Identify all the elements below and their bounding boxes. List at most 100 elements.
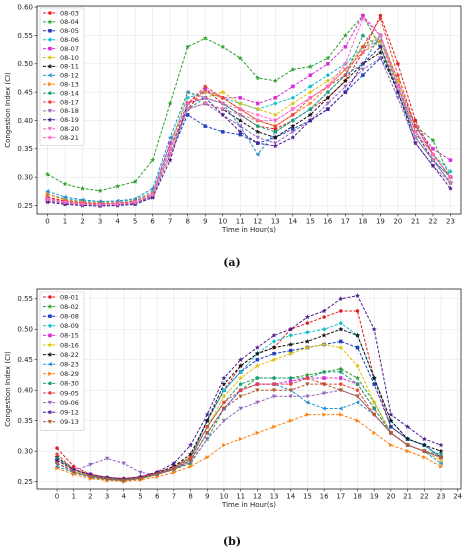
series-line [47, 14, 451, 206]
legend-marker [48, 314, 52, 318]
legend-label: 08-20 [60, 125, 79, 133]
legend-marker [47, 117, 53, 123]
y-tick-label: 0.40 [17, 117, 33, 125]
data-point [305, 321, 310, 325]
data-point [307, 112, 313, 118]
data-point [272, 382, 276, 386]
data-point [88, 462, 93, 467]
x-tick-label: 4 [122, 493, 127, 501]
legend-marker [47, 54, 53, 60]
x-tick-label: 15 [306, 218, 315, 226]
x-tick-label: 1 [71, 493, 75, 501]
data-point [308, 101, 313, 106]
data-point [238, 356, 244, 362]
data-point [254, 363, 260, 369]
data-point [185, 95, 190, 101]
data-point [405, 449, 410, 454]
legend-item: 08-23 [43, 361, 79, 369]
data-point [205, 431, 210, 436]
legend-label: 08-29 [60, 370, 79, 378]
data-point [220, 130, 225, 134]
data-point [422, 449, 427, 454]
series-line [56, 371, 442, 481]
data-point [167, 135, 172, 140]
x-tick-label: 13 [271, 218, 280, 226]
plot-frame [36, 5, 462, 215]
data-point [237, 55, 243, 61]
x-tick-label: 3 [105, 493, 109, 501]
data-point [305, 330, 310, 335]
series-line [47, 17, 451, 205]
data-point [187, 442, 194, 448]
legend-label: 08-01 [60, 293, 79, 301]
legend-marker [48, 46, 52, 51]
x-tick-label: 13 [270, 493, 279, 501]
data-point [307, 63, 313, 69]
legend-item: 08-07 [43, 45, 79, 53]
legend-label: 08-10 [60, 54, 79, 62]
data-point [339, 412, 344, 417]
legend-marker [48, 82, 53, 87]
data-point [104, 477, 110, 482]
y-axis-label: Congestion Index (CI) [4, 72, 12, 148]
data-point [338, 326, 344, 332]
x-tick-label: 21 [411, 218, 420, 226]
data-point [79, 185, 86, 191]
legend-item: 08-22 [43, 351, 79, 359]
data-point [439, 452, 443, 456]
legend-marker [47, 19, 53, 25]
data-point [237, 106, 243, 112]
legend-label: 08-13 [60, 81, 79, 89]
data-point [404, 424, 411, 430]
data-point [220, 96, 225, 100]
data-point [412, 129, 419, 135]
data-point [255, 75, 261, 81]
x-tick-label: 2 [80, 218, 84, 226]
series-line [56, 340, 442, 481]
data-point [342, 61, 348, 67]
data-point [255, 135, 260, 140]
data-point [371, 399, 377, 405]
x-tick-label: 5 [138, 493, 142, 501]
plot-frame [36, 288, 462, 490]
series-08-18 [45, 56, 453, 208]
data-point [150, 191, 156, 197]
series-line [56, 414, 442, 483]
data-point [438, 457, 444, 463]
series-09-05 [55, 376, 443, 481]
data-point [372, 430, 377, 436]
data-point [188, 458, 193, 463]
data-point [222, 400, 226, 405]
data-point [354, 292, 361, 298]
data-point [220, 107, 225, 112]
data-point [321, 391, 327, 396]
legend-label: 08-08 [60, 313, 79, 321]
data-point [237, 100, 243, 106]
data-point [202, 35, 208, 41]
data-point [238, 382, 243, 386]
data-point [256, 101, 260, 106]
series-line [56, 377, 442, 480]
series-08-15 [55, 376, 443, 481]
data-point [97, 188, 103, 193]
y-tick-label: 0.55 [17, 32, 33, 40]
data-point [307, 89, 313, 95]
legend-item: 08-15 [43, 332, 79, 340]
x-tick-label: 8 [185, 218, 189, 226]
y-tick-label: 0.25 [17, 478, 33, 486]
legend-label: 09-12 [60, 409, 79, 417]
data-point [322, 412, 327, 417]
data-point [172, 470, 177, 475]
legend-marker [47, 342, 53, 348]
data-point [291, 113, 295, 117]
data-point [388, 431, 394, 436]
x-tick-label: 19 [370, 493, 379, 501]
data-point [438, 448, 444, 454]
legend-item: 08-05 [43, 27, 79, 35]
legend-marker [47, 362, 52, 367]
y-tick-label: 0.60 [17, 4, 33, 12]
data-point [304, 338, 311, 344]
legend-marker [47, 409, 53, 415]
data-point [204, 411, 210, 417]
